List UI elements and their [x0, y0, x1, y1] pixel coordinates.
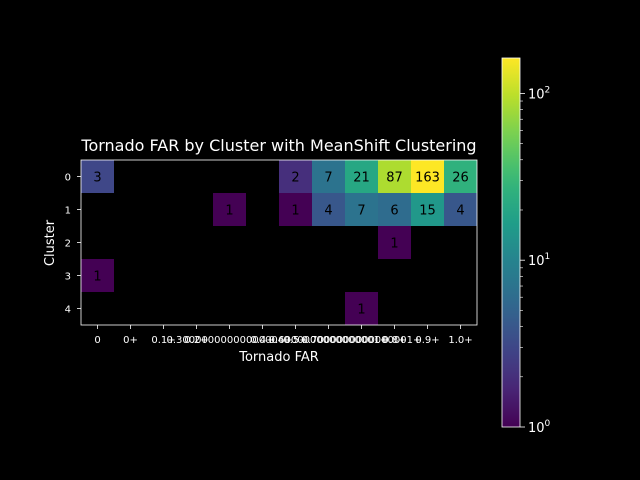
heatmap-cell: [378, 226, 411, 259]
cell-value-label: 1: [93, 270, 101, 285]
cell-value-label: 7: [357, 204, 365, 219]
cell-value-label: 6: [390, 204, 398, 219]
heatmap-cell: [81, 259, 114, 292]
x-tick-label: 0.7000000000000001+: [302, 335, 422, 346]
y-axis-label: Cluster: [43, 219, 58, 266]
x-axis-label: Tornado FAR: [238, 350, 319, 365]
x-tick-label: 0: [94, 335, 100, 346]
x-axis: 0 0+ 0.1+ 0.2+0.30000000000000004+0.4+ 0.5+0…: [94, 325, 473, 346]
colorbar-tick-label: 102: [528, 85, 550, 102]
cell-value-label: 163: [415, 171, 440, 186]
y-axis: 0 1 2 3 4: [65, 173, 81, 316]
heatmap-cell: [411, 193, 444, 226]
cell-value-label: 1: [225, 204, 233, 219]
heatmap-cell: [378, 193, 411, 226]
x-tick-label: 0.4+: [250, 335, 274, 346]
cell-value-label: 7: [324, 171, 332, 186]
heatmap-cell: [312, 193, 345, 226]
cell-value-label: 1: [291, 204, 299, 219]
cell-value-label: 15: [419, 204, 436, 219]
x-tick-label: 1.0+: [448, 335, 472, 346]
cell-value-label: 21: [353, 171, 370, 186]
x-tick-label: 0.2+: [184, 335, 208, 346]
cell-labels: 3 2 7 21 87 163 26 1 1 4 7 6 15 4 1 1 1: [93, 171, 468, 318]
cell-value-label: 87: [386, 171, 403, 186]
colorbar-tick-label: 100: [528, 419, 551, 436]
cell-value-label: 1: [357, 303, 365, 318]
heatmap-cell: [312, 160, 345, 193]
heatmap-cell: [345, 193, 378, 226]
heatmap-cell: [213, 193, 246, 226]
y-tick-label: 0: [65, 173, 71, 184]
cell-value-label: 26: [452, 171, 469, 186]
heatmap-cell: [444, 160, 477, 193]
colorbar-ticks: 100 101 102: [520, 85, 551, 436]
colorbar: [501, 57, 521, 428]
heatmap-cell: [411, 160, 444, 193]
x-tick-label: 0.6000000000000001+: [269, 335, 389, 346]
x-tick-label: 0.9+: [415, 335, 439, 346]
x-tick-label: 0.1+: [151, 335, 175, 346]
cell-value-label: 3: [93, 171, 101, 186]
y-tick-label: 4: [65, 305, 71, 316]
cell-value-label: 4: [324, 204, 332, 219]
x-tick-label: 0.5+: [283, 335, 307, 346]
x-tick-label: 0+: [123, 335, 138, 346]
y-tick-label: 2: [65, 239, 71, 250]
colorbar-tick-label: 101: [528, 252, 550, 269]
cell-value-label: 4: [456, 204, 464, 219]
heatmap-cells: [81, 160, 477, 325]
heatmap-cell: [444, 193, 477, 226]
heatmap-cell: [81, 160, 114, 193]
heatmap-cell: [345, 292, 378, 325]
cell-value-label: 2: [291, 171, 299, 186]
heatmap-cell: [378, 160, 411, 193]
cell-value-label: 1: [390, 237, 398, 252]
x-tick-label: 0.8+: [382, 335, 406, 346]
x-tick-label: 0.30000000000000004+: [166, 335, 292, 346]
heatmap-cell: [279, 160, 312, 193]
y-tick-label: 1: [65, 206, 71, 217]
heatmap-cell: [345, 160, 378, 193]
heatmap-cell: [279, 193, 312, 226]
y-tick-label: 3: [65, 272, 71, 283]
chart-title: Tornado FAR by Cluster with MeanShift Cl…: [80, 136, 476, 155]
